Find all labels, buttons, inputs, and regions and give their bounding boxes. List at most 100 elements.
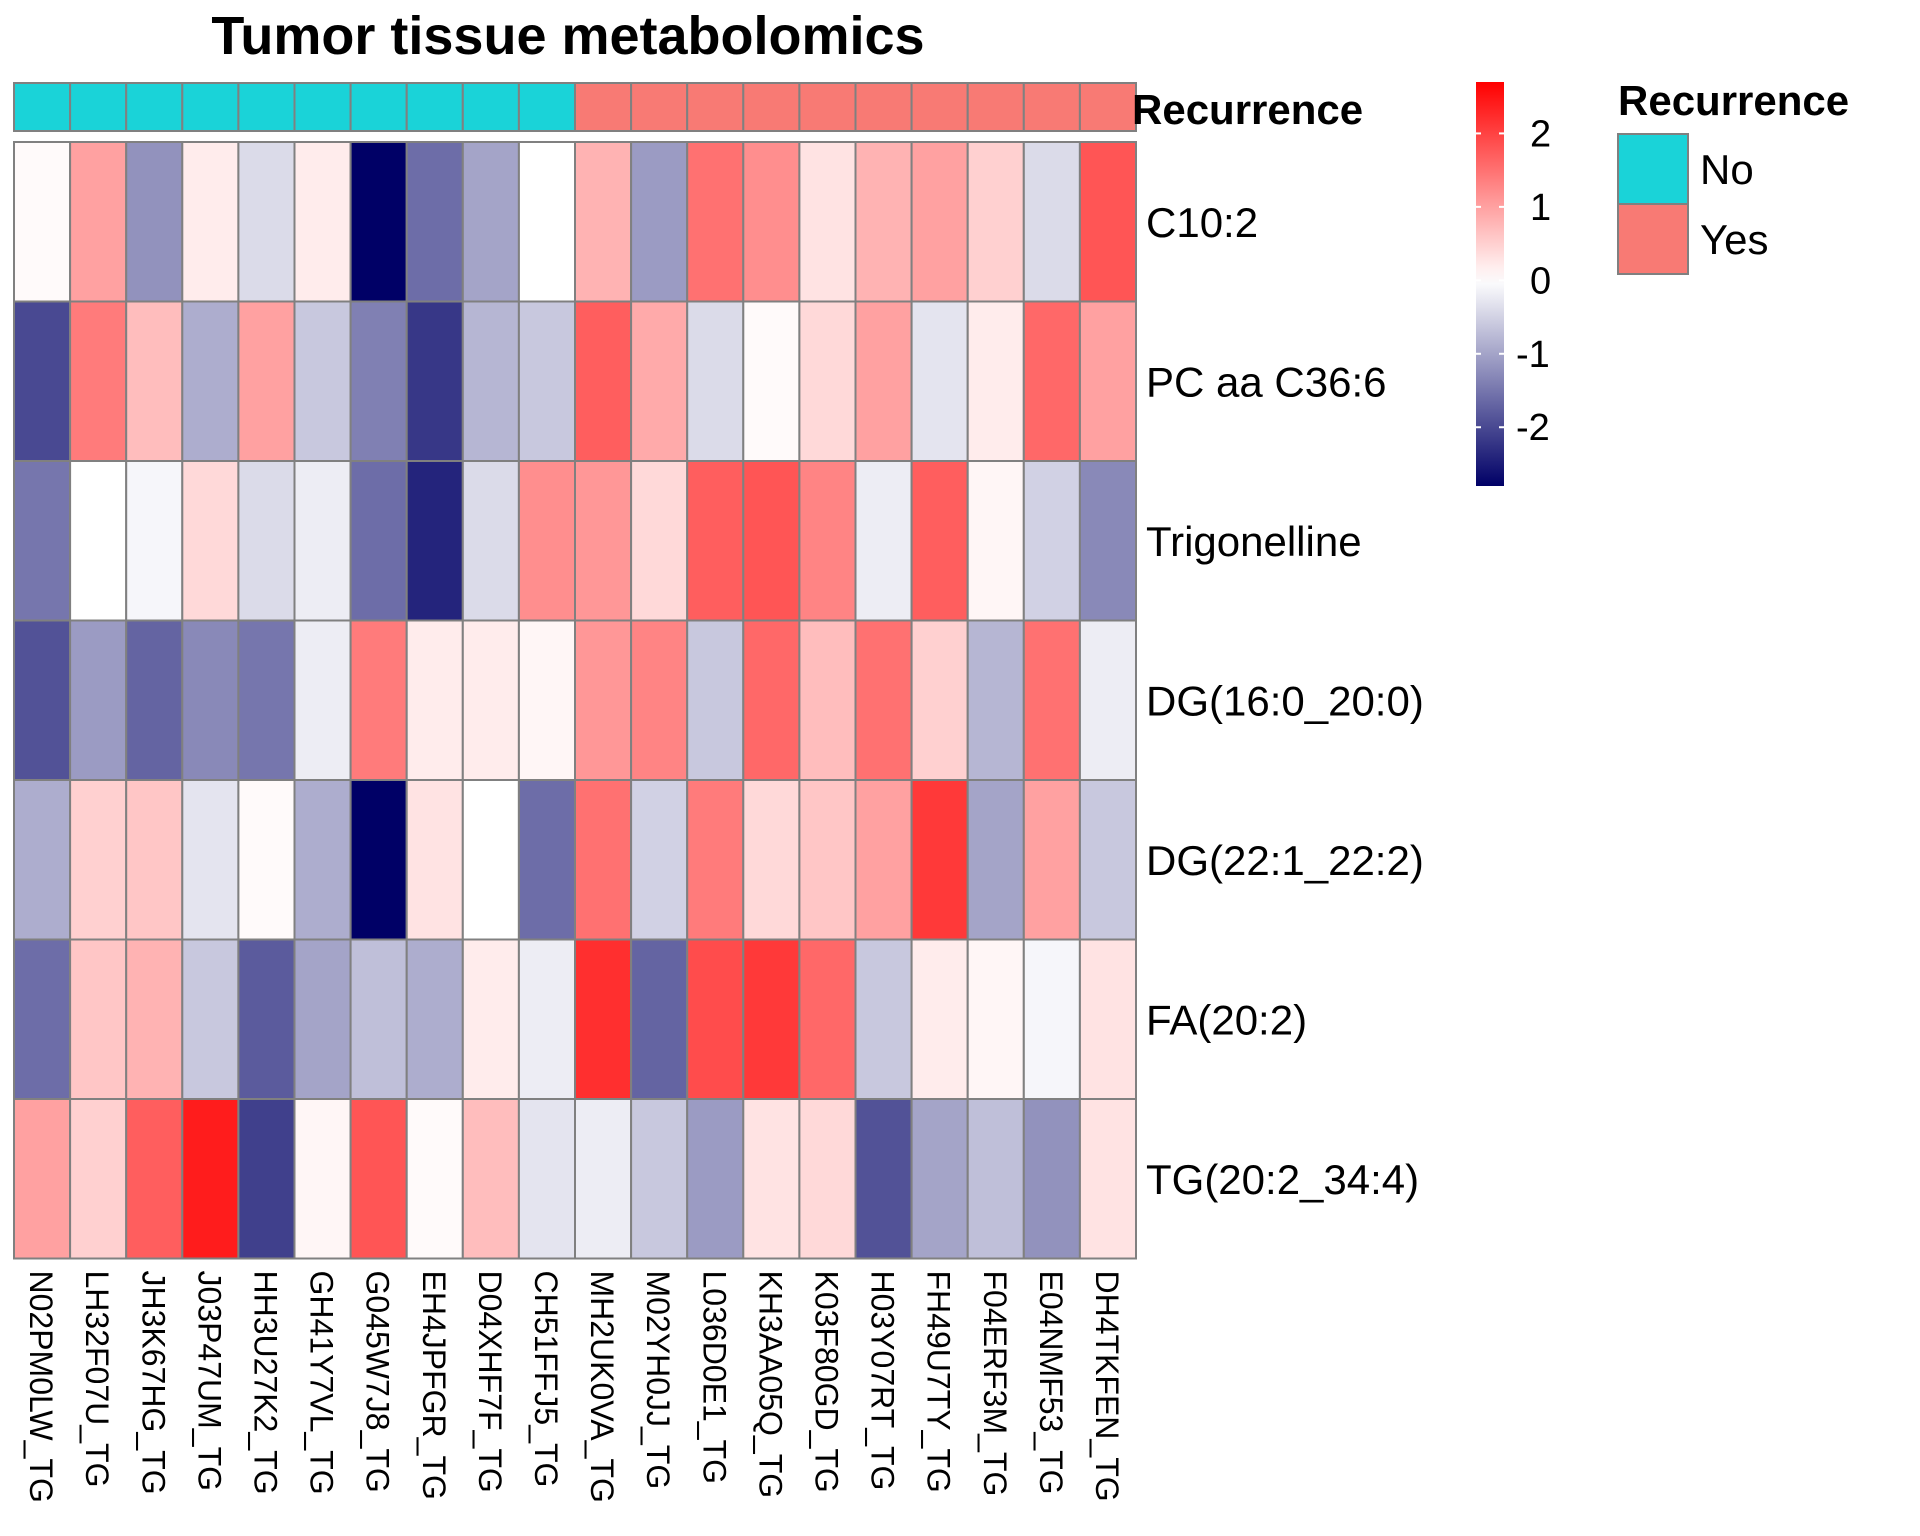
heatmap-cell bbox=[798, 460, 857, 622]
heatmap-cell bbox=[574, 619, 633, 781]
color-scale-tick-label: 2 bbox=[1530, 113, 1551, 155]
column-label: F04ERF3M_TG bbox=[977, 1271, 1013, 1497]
heatmap-cell bbox=[517, 938, 577, 1100]
heatmap-cell bbox=[517, 619, 577, 781]
heatmap-cell bbox=[349, 460, 408, 622]
color-scale-tick-label: -1 bbox=[1516, 334, 1550, 376]
column-label: E04NMF53_TG bbox=[1033, 1271, 1069, 1495]
heatmap-cell bbox=[966, 300, 1025, 462]
heatmap-cell bbox=[910, 460, 969, 622]
column-label: KH3AA05Q_TG bbox=[752, 1271, 788, 1499]
column-labels: N02PM0LW_TG LH32F07U_TG JH3K67HG_TG J03P47U… bbox=[23, 1271, 1125, 1503]
heatmap-cell bbox=[517, 779, 577, 941]
heatmap-cell bbox=[686, 779, 745, 941]
heatmap-cell bbox=[349, 300, 408, 462]
heatmap-cell bbox=[237, 300, 296, 462]
heatmap-cell bbox=[181, 300, 240, 462]
heatmap-cell bbox=[798, 141, 857, 303]
heatmap-cell bbox=[461, 300, 520, 462]
heatmap-cell bbox=[966, 141, 1025, 303]
heatmap-cell bbox=[1078, 460, 1138, 622]
heatmap-cell bbox=[69, 300, 128, 462]
heatmap-cell bbox=[181, 938, 240, 1100]
heatmap-cell bbox=[461, 619, 520, 781]
color-scale-bar: 2 1 0 -1 -2 bbox=[1476, 82, 1551, 486]
column-label: D04XHF7F_TG bbox=[472, 1271, 508, 1493]
heatmap-cell bbox=[910, 779, 969, 941]
annotation-cell bbox=[69, 82, 128, 132]
heatmap-cell bbox=[742, 779, 801, 941]
row-label: Trigonelline bbox=[1146, 518, 1362, 565]
heatmap-cell bbox=[798, 300, 857, 462]
heatmap-cell bbox=[574, 938, 633, 1100]
heatmap-cell bbox=[1022, 460, 1081, 622]
heatmap-cell bbox=[405, 938, 464, 1100]
heatmap-cell bbox=[125, 300, 184, 462]
heatmap-cell bbox=[405, 779, 464, 941]
annotation-cell bbox=[181, 82, 240, 132]
annotation-cell bbox=[349, 82, 408, 132]
heatmap-cell bbox=[237, 1098, 296, 1260]
row-label: DG(16:0_20:0) bbox=[1146, 677, 1424, 724]
annotation-cell bbox=[910, 82, 969, 132]
legend-swatch bbox=[1617, 203, 1689, 275]
heatmap-cell bbox=[69, 1098, 128, 1260]
heatmap-cell bbox=[461, 938, 520, 1100]
column-label: DH4TKFEN_TG bbox=[1089, 1271, 1125, 1502]
heatmap-cell bbox=[405, 1098, 464, 1260]
heatmap-cell bbox=[574, 779, 633, 941]
heatmap-cell bbox=[293, 460, 352, 622]
heatmap-cell bbox=[966, 619, 1025, 781]
heatmap-cell bbox=[181, 141, 240, 303]
heatmap-cell bbox=[910, 1098, 969, 1260]
chart-title: Tumor tissue metabolomics bbox=[211, 6, 924, 66]
column-label: H03Y07RT_TG bbox=[865, 1271, 901, 1491]
color-scale-tick-label: -2 bbox=[1516, 407, 1550, 449]
heatmap-cell bbox=[854, 1098, 913, 1260]
heatmap-cell bbox=[1022, 141, 1081, 303]
heatmap-cell bbox=[293, 1098, 352, 1260]
heatmap-cell bbox=[125, 460, 184, 622]
heatmap-cell bbox=[574, 300, 633, 462]
column-label: M02YH0JJ_TG bbox=[640, 1271, 676, 1490]
heatmap-cell bbox=[349, 1098, 408, 1260]
heatmap-cell bbox=[405, 619, 464, 781]
heatmap-cell bbox=[517, 1098, 577, 1260]
heatmap-cell bbox=[1022, 619, 1081, 781]
column-label: J03P47UM_TG bbox=[191, 1271, 227, 1492]
heatmap-cell bbox=[966, 938, 1025, 1100]
heatmap-cell bbox=[69, 460, 128, 622]
annotation-cell bbox=[1022, 82, 1081, 132]
annotation-cell bbox=[13, 82, 72, 132]
legend-label: Yes bbox=[1700, 216, 1769, 263]
heatmap-cell bbox=[125, 779, 184, 941]
heatmap-cell bbox=[630, 779, 689, 941]
heatmap-cell bbox=[461, 460, 520, 622]
heatmap-cell bbox=[798, 1098, 857, 1260]
heatmap-cell bbox=[630, 619, 689, 781]
annotation-cell bbox=[405, 82, 464, 132]
heatmap-cell bbox=[293, 141, 352, 303]
annotation-cell bbox=[630, 82, 689, 132]
heatmap-cell bbox=[13, 1098, 72, 1260]
heatmap-cell bbox=[742, 619, 801, 781]
column-label: CH51FFJ5_TG bbox=[528, 1271, 564, 1488]
heatmap-cell bbox=[237, 460, 296, 622]
heatmap-cell bbox=[461, 779, 520, 941]
row-label: C10:2 bbox=[1146, 199, 1258, 246]
annotation-cell bbox=[517, 82, 577, 132]
heatmap-cell bbox=[349, 779, 408, 941]
heatmap-cell bbox=[966, 460, 1025, 622]
heatmap-cell bbox=[293, 300, 352, 462]
heatmap-cell bbox=[742, 141, 801, 303]
heatmap-cell bbox=[125, 938, 184, 1100]
heatmap-cell bbox=[517, 141, 577, 303]
heatmap-cell bbox=[910, 619, 969, 781]
column-label: LH32F07U_TG bbox=[79, 1271, 115, 1488]
recurrence-legend: Recurrence No Yes bbox=[1617, 77, 1849, 275]
annotation-cell bbox=[237, 82, 296, 132]
heatmap-cell bbox=[181, 1098, 240, 1260]
heatmap-cell bbox=[1078, 300, 1138, 462]
heatmap-cell bbox=[574, 141, 633, 303]
